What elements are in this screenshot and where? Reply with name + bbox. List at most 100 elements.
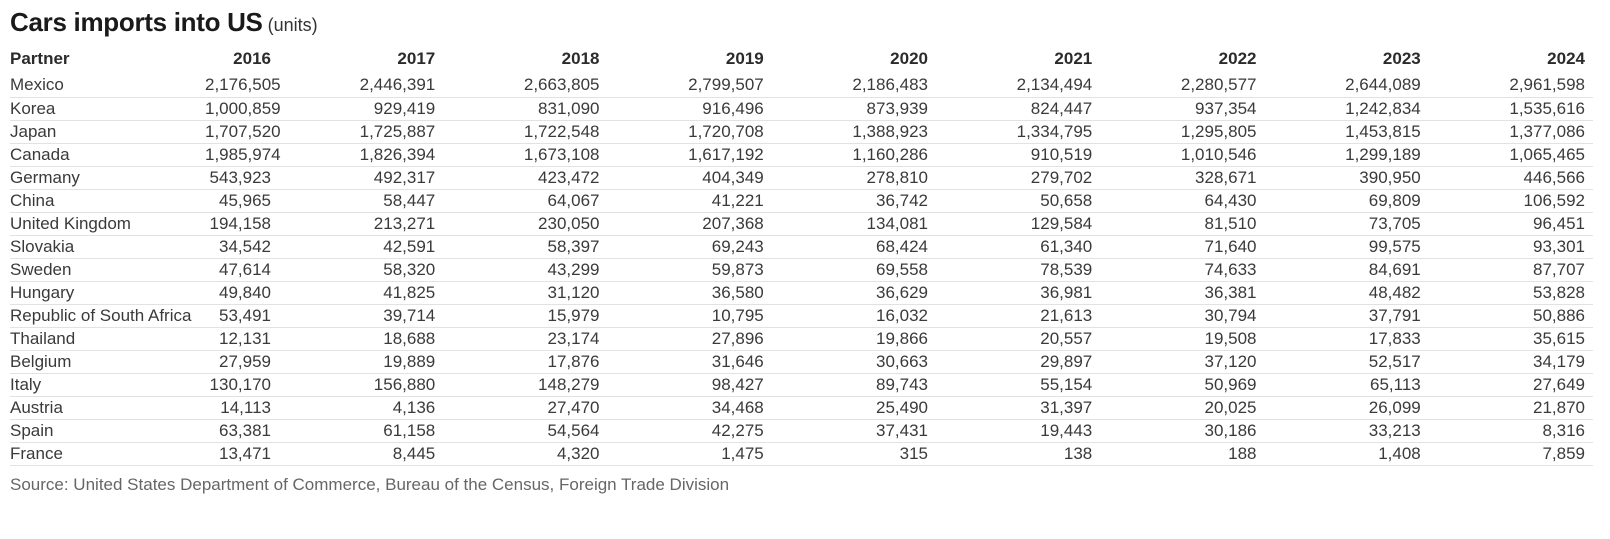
partner-cell: Republic of South Africa <box>10 304 205 328</box>
value-cell: 130,170 <box>205 373 279 397</box>
value-cell: 30,663 <box>771 350 936 374</box>
table-row: Republic of South Africa 53,491 39,714 15,9… <box>10 304 1593 328</box>
table-row: Slovakia 34,542 42,591 58,397 69,243 68,424 61… <box>10 235 1593 259</box>
value-cell: 12,131 <box>205 327 279 351</box>
partner-cell: Austria <box>10 396 205 420</box>
value-cell: 213,271 <box>279 212 444 236</box>
value-cell: 2,961,598 <box>1428 74 1593 98</box>
value-cell: 390,950 <box>1264 166 1429 190</box>
table-row: Austria 14,113 4,136 27,470 34,468 25,490 31,3… <box>10 396 1593 420</box>
value-cell: 43,299 <box>443 258 608 282</box>
value-cell: 446,566 <box>1428 166 1593 190</box>
value-cell: 53,491 <box>205 304 279 328</box>
value-cell: 1,408 <box>1264 442 1429 466</box>
value-cell: 910,519 <box>936 143 1101 167</box>
value-cell: 27,470 <box>443 396 608 420</box>
value-cell: 29,897 <box>936 350 1101 374</box>
value-cell: 50,969 <box>1100 373 1265 397</box>
value-cell: 36,381 <box>1100 281 1265 305</box>
value-cell: 41,825 <box>279 281 444 305</box>
value-cell: 34,179 <box>1428 350 1593 374</box>
value-cell: 21,613 <box>936 304 1101 328</box>
value-cell: 71,640 <box>1100 235 1265 259</box>
value-cell: 2,799,507 <box>607 74 772 98</box>
value-cell: 98,427 <box>607 373 772 397</box>
value-cell: 1,985,974 <box>205 143 281 167</box>
partner-cell: Belgium <box>10 350 205 374</box>
column-header-year: 2022 <box>1218 49 1257 68</box>
partner-cell: China <box>10 189 205 213</box>
value-cell: 2,134,494 <box>936 74 1101 98</box>
value-cell: 1,722,548 <box>443 120 608 144</box>
value-cell: 36,981 <box>936 281 1101 305</box>
value-cell: 23,174 <box>443 327 608 351</box>
column-header-year: 2023 <box>1382 49 1421 68</box>
table-row: Korea 1,000,859 929,419 831,090 916,496 873,9… <box>10 97 1593 121</box>
value-cell: 19,866 <box>771 327 936 351</box>
value-cell: 47,614 <box>205 258 279 282</box>
value-cell: 50,658 <box>936 189 1101 213</box>
value-cell: 873,939 <box>771 97 936 121</box>
value-cell: 20,025 <box>1100 396 1265 420</box>
value-cell: 36,580 <box>607 281 772 305</box>
table-row: France 13,471 8,445 4,320 1,475 315 138 188 1,40… <box>10 442 1593 466</box>
value-cell: 831,090 <box>443 97 608 121</box>
value-cell: 96,451 <box>1428 212 1593 236</box>
value-cell: 55,154 <box>936 373 1101 397</box>
value-cell: 328,671 <box>1100 166 1265 190</box>
value-cell: 2,446,391 <box>279 74 444 98</box>
value-cell: 156,880 <box>279 373 444 397</box>
value-cell: 42,591 <box>279 235 444 259</box>
value-cell: 14,113 <box>205 396 279 420</box>
value-cell: 63,381 <box>205 419 279 443</box>
value-cell: 42,275 <box>607 419 772 443</box>
header-row: Partner 2016 2017 2018 2019 2020 2021 2022 2023… <box>10 47 1593 74</box>
value-cell: 41,221 <box>607 189 772 213</box>
value-cell: 1,377,086 <box>1428 120 1593 144</box>
column-header-year: 2017 <box>397 49 436 68</box>
value-cell: 194,158 <box>205 212 279 236</box>
value-cell: 37,431 <box>771 419 936 443</box>
value-cell: 37,791 <box>1264 304 1429 328</box>
value-cell: 31,120 <box>443 281 608 305</box>
value-cell: 27,959 <box>205 350 279 374</box>
value-cell: 74,633 <box>1100 258 1265 282</box>
value-cell: 279,702 <box>936 166 1101 190</box>
value-cell: 30,186 <box>1100 419 1265 443</box>
value-cell: 148,279 <box>443 373 608 397</box>
value-cell: 8,445 <box>279 442 444 466</box>
value-cell: 230,050 <box>443 212 608 236</box>
partner-cell: Hungary <box>10 281 205 305</box>
value-cell: 278,810 <box>771 166 936 190</box>
column-header-partner: Partner <box>10 49 70 68</box>
value-cell: 916,496 <box>607 97 772 121</box>
imports-table: Partner 2016 2017 2018 2019 2020 2021 2022 2023… <box>10 47 1593 466</box>
value-cell: 1,388,923 <box>771 120 936 144</box>
value-cell: 1,299,189 <box>1264 143 1429 167</box>
value-cell: 1,617,192 <box>607 143 772 167</box>
value-cell: 1,725,887 <box>279 120 444 144</box>
value-cell: 25,490 <box>771 396 936 420</box>
table-row: Mexico 2,176,505 2,446,391 2,663,805 2,799,5… <box>10 74 1593 98</box>
value-cell: 54,564 <box>443 419 608 443</box>
value-cell: 929,419 <box>279 97 444 121</box>
value-cell: 4,136 <box>279 396 444 420</box>
value-cell: 1,295,805 <box>1100 120 1265 144</box>
value-cell: 65,113 <box>1264 373 1429 397</box>
title-text: Cars imports into US <box>10 7 263 37</box>
value-cell: 31,397 <box>936 396 1101 420</box>
partner-cell: Slovakia <box>10 235 205 259</box>
table-row: Canada 1,985,974 1,826,394 1,673,108 1,617,1… <box>10 143 1593 167</box>
page-title: Cars imports into US (units) <box>10 7 1593 41</box>
column-header-year: 2021 <box>1054 49 1093 68</box>
column-header-year: 2019 <box>725 49 764 68</box>
value-cell: 61,158 <box>279 419 444 443</box>
value-cell: 1,826,394 <box>279 143 444 167</box>
value-cell: 1,475 <box>607 442 772 466</box>
table-row: United Kingdom 194,158 213,271 230,050 207,3… <box>10 212 1593 236</box>
value-cell: 4,320 <box>443 442 608 466</box>
column-header-year: 2016 <box>233 49 271 68</box>
value-cell: 19,508 <box>1100 327 1265 351</box>
value-cell: 21,870 <box>1428 396 1593 420</box>
value-cell: 68,424 <box>771 235 936 259</box>
